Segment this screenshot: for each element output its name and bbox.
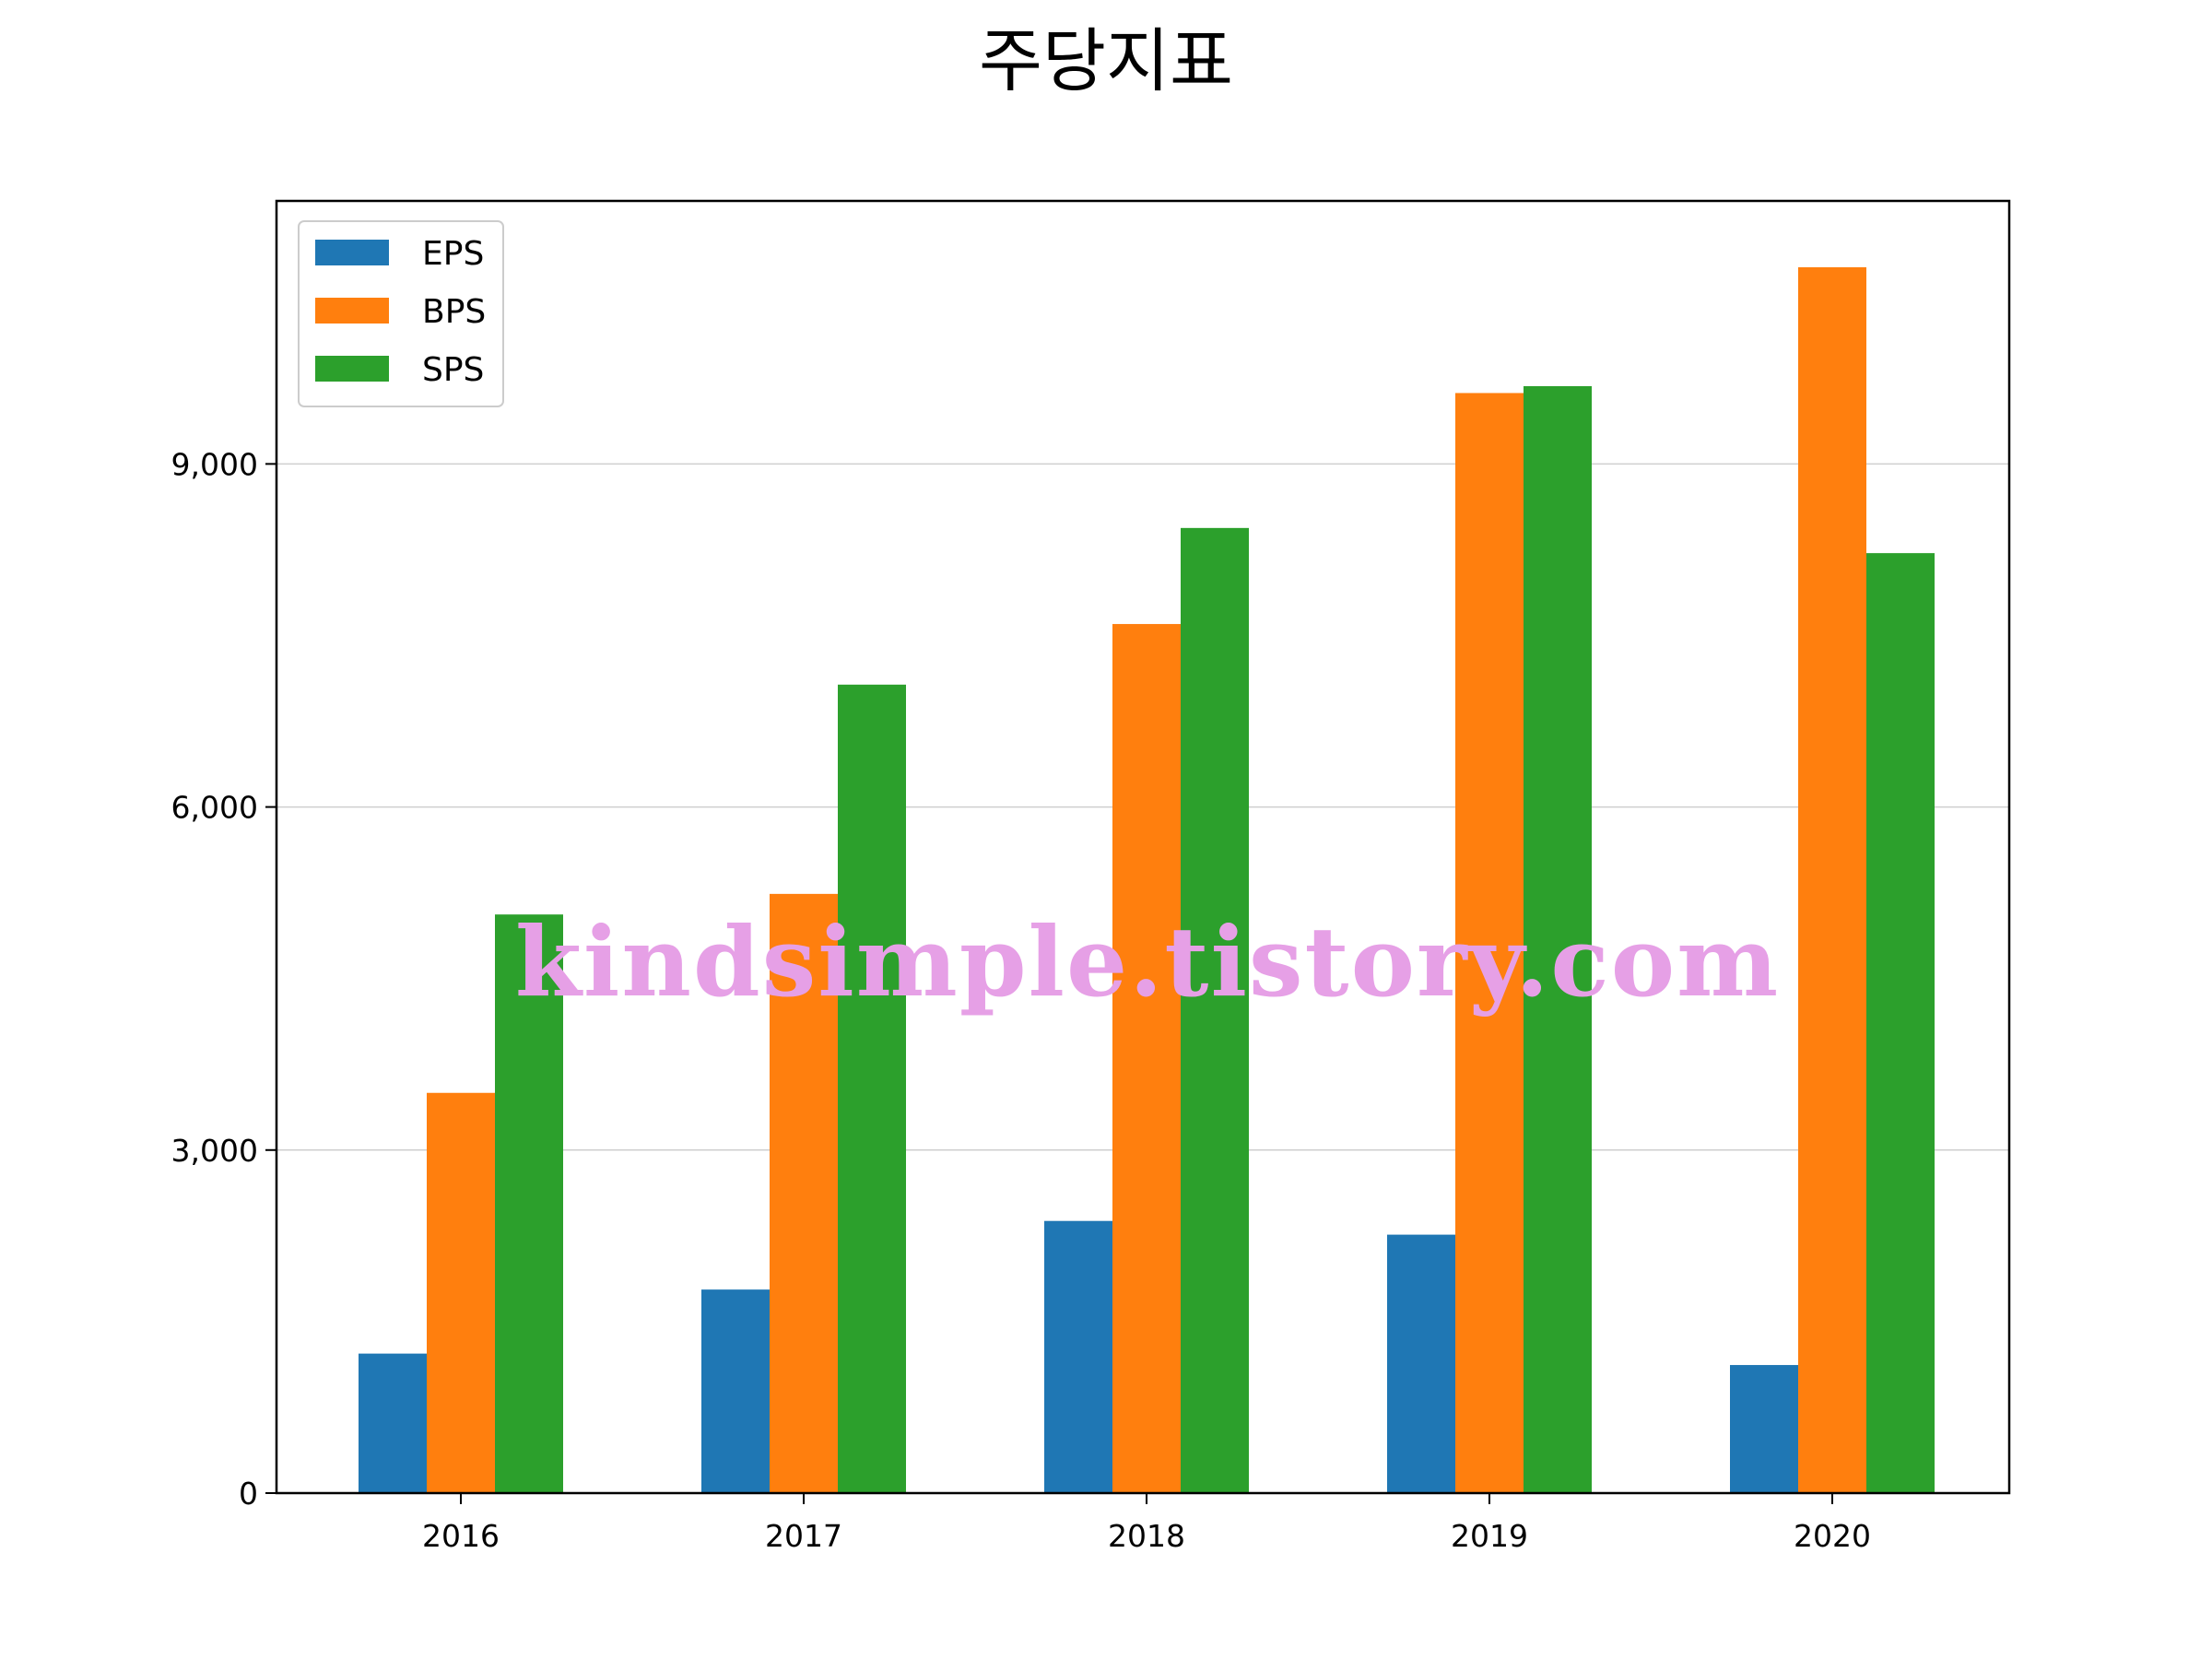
x-tick-label: 2017 [765, 1518, 842, 1554]
x-tick-label: 2019 [1451, 1518, 1528, 1554]
bar-bps-2016 [427, 1092, 495, 1493]
y-tick-label: 3,000 [171, 1133, 258, 1169]
bar-eps-2017 [701, 1289, 770, 1493]
chart-title: 주당지표 [979, 20, 1233, 101]
bar-eps-2020 [1730, 1365, 1798, 1493]
legend-swatch-sps [315, 356, 389, 382]
bar-eps-2018 [1044, 1220, 1112, 1493]
x-axis: 2016 2017 2018 2019 2020 [422, 1493, 1871, 1554]
bar-bps-2019 [1455, 393, 1524, 1493]
legend: EPS BPS SPS [298, 220, 504, 407]
legend-swatch-bps [315, 298, 389, 324]
legend-label-eps: EPS [422, 235, 484, 273]
y-tick-label: 6,000 [171, 790, 258, 826]
legend-label-sps: SPS [422, 351, 484, 389]
bar-sps-2016 [495, 914, 563, 1493]
x-tick-label: 2016 [422, 1518, 500, 1554]
bar-eps-2016 [359, 1353, 427, 1493]
watermark: kindsimple.tistory.com [515, 905, 1780, 1018]
y-tick-label: 9,000 [171, 446, 258, 482]
y-axis: 0 3,000 6,000 9,000 [171, 446, 276, 1512]
legend-label-bps: BPS [422, 293, 486, 331]
bar-bps-2020 [1798, 266, 1866, 1493]
legend-swatch-eps [315, 240, 389, 265]
x-tick-label: 2020 [1794, 1518, 1871, 1554]
bars [359, 266, 1935, 1494]
bar-eps-2019 [1387, 1234, 1455, 1493]
bar-sps-2019 [1524, 385, 1592, 1494]
bar-sps-2020 [1866, 553, 1935, 1493]
bar-sps-2018 [1181, 527, 1249, 1493]
bar-bps-2017 [770, 893, 838, 1493]
x-tick-label: 2018 [1108, 1518, 1185, 1554]
bar-bps-2018 [1112, 624, 1181, 1493]
y-tick-label: 0 [239, 1476, 258, 1512]
plot-frame [275, 199, 2011, 1495]
bar-sps-2017 [838, 684, 906, 1493]
